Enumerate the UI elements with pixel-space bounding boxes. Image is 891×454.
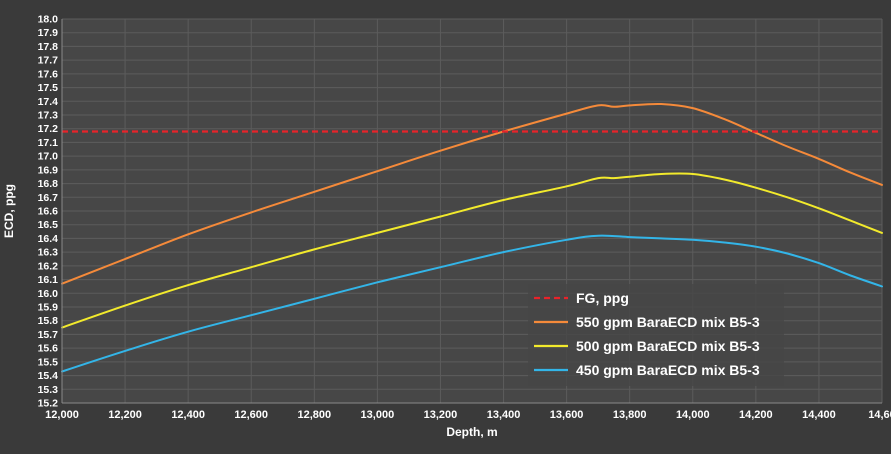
series-line-450-gpm-baraecd-mix-b5-3 (61, 234, 883, 373)
y-tick-label: 17.0 (38, 151, 59, 163)
legend: FG, ppg 550 gpm BaraECD mix B5-3 500 gpm B… (528, 284, 784, 386)
x-tick-label: 14,60 (868, 409, 891, 421)
x-tick-label: 12,400 (171, 409, 205, 421)
y-tick-label: 15.2 (38, 398, 59, 410)
y-tick-label: 15.5 (38, 356, 59, 368)
y-axis-label: ECD, ppg (2, 184, 16, 238)
x-tick-label: 13,200 (424, 409, 458, 421)
y-tick-label: 16.4 (38, 233, 59, 245)
y-tick-label: 16.6 (38, 206, 59, 218)
x-tick-label: 14,200 (739, 409, 773, 421)
y-axis: 15.2 15.3 15.4 15.515.6 15.7 15.815.9 16.0 16.1… (38, 14, 63, 410)
y-tick-label: 17.6 (38, 68, 59, 80)
y-tick-label: 17.4 (38, 96, 59, 108)
x-axis-label: Depth, m (446, 425, 497, 439)
x-tick-label: 12,200 (108, 409, 142, 421)
y-tick-label: 15.4 (38, 370, 59, 382)
y-tick-label: 17.1 (38, 137, 59, 149)
y-tick-label: 15.6 (38, 343, 59, 355)
y-tick-label: 18.0 (38, 14, 59, 26)
y-tick-label: 15.8 (38, 315, 59, 327)
y-tick-label: 16.3 (38, 247, 59, 259)
legend-box (528, 284, 784, 386)
series-line-550-gpm-baraecd-mix-b5-3 (61, 102, 883, 285)
x-tick-label: 12,600 (234, 409, 268, 421)
y-tick-label: 17.7 (38, 55, 59, 67)
y-tick-label: 15.7 (38, 329, 59, 341)
x-tick-label: 14,400 (802, 409, 836, 421)
y-tick-label: 16.8 (38, 178, 59, 190)
y-tick-label: 17.5 (38, 82, 59, 94)
legend-label: 450 gpm BaraECD mix B5-3 (576, 362, 760, 378)
x-tick-label: 12,800 (297, 409, 331, 421)
x-tick-label: 14,000 (676, 409, 710, 421)
y-tick-label: 16.0 (38, 288, 59, 300)
series-line-500-gpm-baraecd-mix-b5-3 (61, 172, 883, 329)
y-tick-label: 17.3 (38, 110, 59, 122)
series-layer (61, 102, 883, 373)
legend-label: FG, ppg (576, 290, 629, 306)
legend-label: 550 gpm BaraECD mix B5-3 (576, 314, 760, 330)
y-tick-label: 16.9 (38, 164, 59, 176)
x-tick-label: 13,400 (487, 409, 521, 421)
y-tick-label: 17.2 (38, 123, 59, 135)
y-tick-label: 16.1 (38, 274, 59, 286)
legend-label: 500 gpm BaraECD mix B5-3 (576, 338, 760, 354)
y-tick-label: 16.7 (38, 192, 59, 204)
y-tick-label: 17.8 (38, 41, 59, 53)
y-tick-label: 15.9 (38, 302, 59, 314)
x-axis: 12,000 12,200 12,400 12,600 12,800 13,000 13,2… (45, 402, 891, 421)
x-tick-label: 13,000 (361, 409, 395, 421)
y-tick-label: 17.9 (38, 27, 59, 39)
y-tick-label: 15.3 (38, 384, 59, 396)
x-tick-label: 13,600 (550, 409, 584, 421)
x-tick-label: 13,800 (613, 409, 647, 421)
x-tick-label: 12,000 (45, 409, 79, 421)
y-tick-label: 16.2 (38, 260, 59, 272)
y-tick-label: 16.5 (38, 219, 59, 231)
